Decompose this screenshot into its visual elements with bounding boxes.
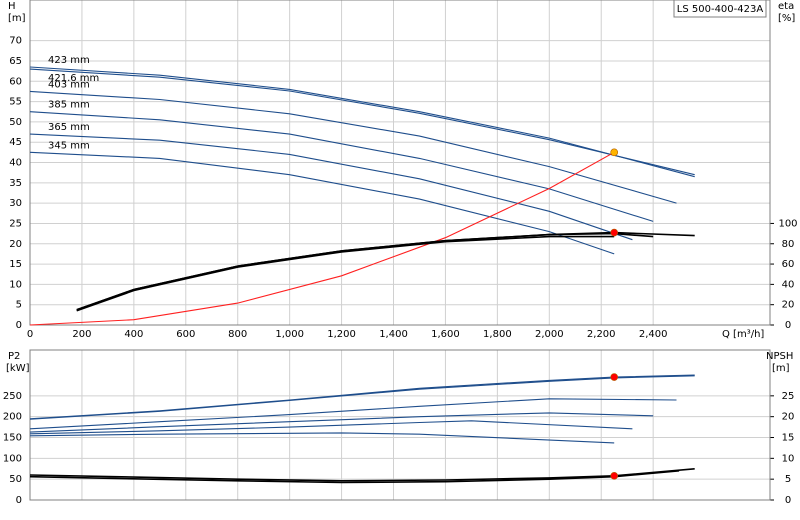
y-tick-label: 50 — [9, 117, 22, 128]
y-tick-label: 70 — [9, 36, 22, 47]
plot-frame — [29, 349, 771, 501]
y-tick-label: 50 — [9, 474, 22, 485]
title-box — [673, 0, 767, 18]
y-tick-label: 200 — [3, 412, 22, 423]
curve — [29, 111, 654, 222]
y2-axis-label: NPSH — [766, 351, 793, 362]
y2-tick-label: 15 — [782, 433, 795, 444]
curve-label: 385 mm — [48, 100, 90, 111]
y2-tick-label: 40 — [782, 279, 795, 290]
x-tick-label: 1,200 — [327, 329, 356, 340]
y-tick-label: 65 — [9, 56, 22, 67]
operating-point — [610, 472, 619, 480]
curve — [29, 398, 677, 430]
curve-label: 403 mm — [48, 79, 90, 90]
chart-title: LS 500-400-423A — [677, 4, 764, 15]
y-tick-label: 15 — [9, 259, 22, 270]
x-tick-label: 800 — [228, 329, 247, 340]
y2-tick-label: 0 — [785, 495, 791, 506]
y2-tick-label: 10 — [782, 453, 795, 464]
curve-label: 421.6 mm — [48, 73, 99, 84]
y-tick-label: 45 — [9, 137, 22, 148]
y-axis-label: P2 — [8, 351, 20, 362]
y-axis-unit: [m] — [8, 13, 26, 24]
y2-tick-label: 20 — [782, 300, 795, 311]
y2-tick-label: 5 — [785, 474, 791, 485]
y-tick-label: 25 — [9, 218, 22, 229]
curve — [29, 432, 615, 444]
y-tick-label: 250 — [3, 391, 22, 402]
x-tick-label: 0 — [27, 329, 33, 340]
curve — [76, 235, 615, 312]
operating-point — [610, 373, 619, 381]
curve — [29, 68, 695, 176]
curve — [29, 468, 695, 482]
operating-point — [610, 228, 619, 237]
y-tick-label: 30 — [9, 198, 22, 209]
curve — [29, 133, 633, 241]
y-tick-label: 150 — [3, 433, 22, 444]
y-tick-label: 55 — [9, 97, 22, 108]
curve — [29, 151, 615, 255]
y-tick-label: 40 — [9, 158, 22, 169]
x-tick-label: 400 — [124, 329, 143, 340]
x-tick-label: 1,000 — [275, 329, 304, 340]
x-tick-label: 600 — [176, 329, 195, 340]
y-tick-label: 100 — [3, 453, 22, 464]
curve-label: 365 mm — [48, 122, 90, 133]
y-tick-label: 10 — [9, 279, 22, 290]
x-tick-label: 2,400 — [639, 329, 668, 340]
x-tick-label: 2,200 — [587, 329, 616, 340]
y-tick-label: 60 — [9, 76, 22, 87]
curve-label: 423 mm — [48, 55, 90, 66]
y2-tick-label: 80 — [782, 239, 795, 250]
x-tick-label: 1,600 — [431, 329, 460, 340]
x-tick-label: 1,800 — [483, 329, 512, 340]
y2-axis-unit: [%] — [778, 13, 795, 24]
curve — [29, 420, 633, 435]
y-axis-label: H — [8, 1, 16, 12]
curve — [29, 470, 680, 484]
x-axis-label: Q [m³/h] — [722, 329, 764, 340]
y2-tick-label: 25 — [782, 391, 795, 402]
y-tick-label: 5 — [16, 300, 22, 311]
curve-label: 345 mm — [48, 140, 90, 151]
y2-tick-label: 60 — [782, 259, 795, 270]
y2-tick-label: 20 — [782, 412, 795, 423]
curve — [76, 232, 654, 311]
x-tick-label: 2,000 — [535, 329, 564, 340]
y-tick-label: 20 — [9, 239, 22, 250]
y2-tick-label: 0 — [785, 320, 791, 331]
y-tick-label: 35 — [9, 178, 22, 189]
x-tick-label: 1,400 — [379, 329, 408, 340]
y2-axis-unit: [m] — [772, 363, 790, 374]
y-tick-label: 0 — [16, 495, 22, 506]
operating-point — [610, 148, 619, 157]
curve — [29, 412, 654, 433]
curve — [29, 66, 695, 178]
curve — [29, 151, 615, 326]
y-tick-label: 0 — [16, 320, 22, 331]
x-tick-label: 200 — [72, 329, 91, 340]
plot-frame — [29, 0, 771, 326]
y2-axis-label: eta — [778, 1, 794, 12]
y2-tick-label: 100 — [778, 218, 797, 229]
y-axis-unit: [kW] — [6, 363, 30, 374]
curve — [29, 90, 677, 204]
